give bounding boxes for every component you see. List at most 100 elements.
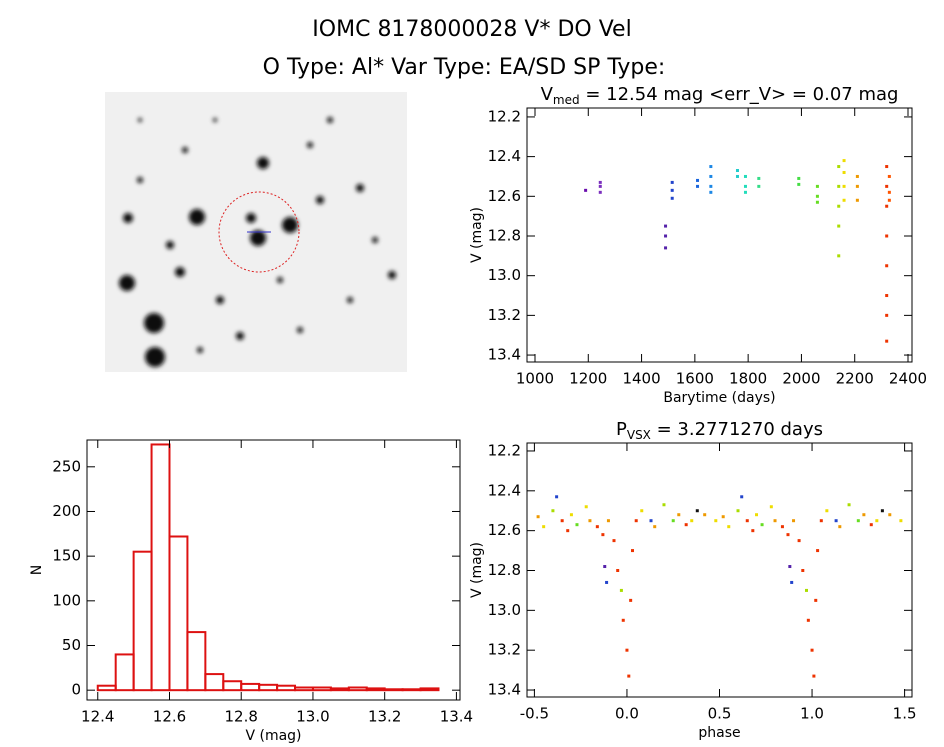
- x-tick-label: 1200: [569, 370, 607, 388]
- data-point: [812, 674, 816, 678]
- data-point: [727, 525, 731, 529]
- data-point: [887, 198, 891, 202]
- data-point: [797, 176, 801, 180]
- data-point: [714, 519, 718, 523]
- x-tick-label: 0.5: [708, 705, 732, 723]
- y-tick-label: 50: [62, 636, 81, 654]
- data-point: [743, 190, 747, 194]
- data-point: [837, 204, 841, 208]
- histogram-bar: [132, 550, 153, 692]
- y-tick-label: 12.4: [488, 147, 521, 165]
- histogram-bar: [419, 687, 440, 692]
- y-tick-label: 100: [52, 591, 81, 609]
- data-point: [880, 509, 884, 513]
- data-point: [640, 509, 644, 513]
- y-axis-label: V (mag): [469, 542, 485, 598]
- chart-title: Vmed = 12.54 mag <err_V> = 0.07 mag: [541, 84, 899, 107]
- histogram-bar: [168, 535, 189, 692]
- x-tick-label: 0.0: [615, 705, 639, 723]
- data-point: [885, 165, 889, 169]
- x-tick-label: 1800: [729, 370, 767, 388]
- x-tick-label: 2200: [836, 370, 874, 388]
- data-point: [815, 184, 819, 188]
- histogram-bar: [329, 687, 350, 692]
- data-point: [584, 188, 588, 192]
- data-point: [598, 180, 602, 184]
- data-point: [690, 519, 694, 523]
- data-point: [627, 674, 631, 678]
- data-point: [804, 588, 808, 592]
- data-point: [856, 519, 860, 523]
- data-point: [664, 234, 668, 238]
- data-point: [736, 509, 740, 513]
- data-point: [810, 648, 814, 652]
- y-tick-label: 13.2: [488, 306, 521, 324]
- header-subtitle: O Type: Al* Var Type: EA/SD SP Type:: [263, 55, 666, 80]
- data-point: [760, 523, 764, 527]
- data-point: [703, 513, 707, 517]
- y-tick-label: 12.4: [488, 481, 521, 499]
- x-tick-label: 12.4: [81, 708, 114, 726]
- y-tick-label: 12.2: [488, 441, 521, 459]
- y-axis-label: V (mag): [469, 207, 485, 263]
- data-point: [598, 184, 602, 188]
- histogram-bar: [311, 686, 332, 692]
- data-point: [588, 519, 592, 523]
- data-point: [797, 182, 801, 186]
- data-point: [842, 198, 846, 202]
- x-tick-label: 1.5: [893, 705, 917, 723]
- x-axis-label: phase: [698, 725, 740, 741]
- y-tick-label: 12.6: [488, 187, 521, 205]
- x-tick-label: 1600: [676, 370, 714, 388]
- x-tick-label: 1000: [516, 370, 554, 388]
- data-point: [887, 190, 891, 194]
- data-point: [885, 234, 889, 238]
- data-point: [780, 525, 784, 529]
- data-point: [885, 313, 889, 317]
- data-point: [560, 519, 564, 523]
- data-point: [735, 174, 739, 178]
- data-point: [696, 178, 700, 182]
- x-axis-label: V (mag): [245, 728, 301, 744]
- data-point: [740, 495, 744, 499]
- histogram-bar: [204, 673, 225, 692]
- data-point: [885, 184, 889, 188]
- histogram-bar: [401, 688, 422, 692]
- plot-frame: [526, 107, 913, 363]
- data-point: [842, 170, 846, 174]
- data-point: [885, 204, 889, 208]
- data-point: [569, 513, 573, 517]
- histogram-bar: [150, 443, 171, 692]
- data-point: [653, 525, 657, 529]
- data-point: [606, 519, 610, 523]
- data-point: [619, 588, 623, 592]
- data-point: [601, 533, 605, 537]
- data-point: [745, 519, 749, 523]
- x-tick-label: 12.8: [225, 708, 258, 726]
- data-point: [888, 513, 892, 517]
- histogram-bar: [186, 631, 207, 692]
- data-point: [709, 165, 713, 169]
- data-point: [629, 598, 633, 602]
- x-tick-label: 1400: [622, 370, 660, 388]
- data-point: [838, 525, 842, 529]
- y-tick-label: 13.0: [488, 266, 521, 284]
- x-tick-label: 13.4: [440, 708, 473, 726]
- sky-image: [105, 92, 407, 372]
- data-point: [662, 503, 666, 507]
- data-point: [542, 525, 546, 529]
- histogram-bar: [258, 683, 279, 692]
- header-title: IOMC 8178000028 V* DO Vel: [312, 17, 631, 42]
- data-point: [875, 519, 879, 523]
- x-tick-label: 13.2: [368, 708, 401, 726]
- data-point: [684, 523, 688, 527]
- histogram-bar: [96, 684, 117, 692]
- data-point: [616, 568, 620, 572]
- data-point: [842, 184, 846, 188]
- title-rest: = 12.54 mag <err_V> = 0.07 mag: [580, 84, 899, 105]
- data-point: [649, 519, 653, 523]
- data-point: [837, 224, 841, 228]
- x-tick-label: -0.5: [520, 705, 549, 723]
- data-point: [842, 159, 846, 163]
- data-point: [885, 264, 889, 268]
